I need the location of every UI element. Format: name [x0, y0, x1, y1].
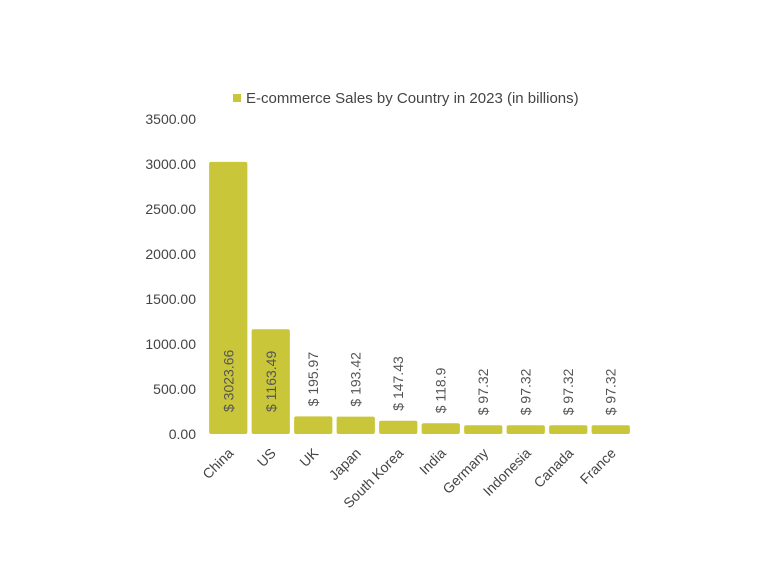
- y-tick-label: 3000.00: [145, 156, 196, 172]
- legend-label: E-commerce Sales by Country in 2023 (in …: [246, 90, 579, 107]
- data-labels: $ 3023.66 $ 1163.49 $ 195.97 $ 193.42 $ 147.…: [220, 350, 619, 416]
- data-label: $ 97.32: [475, 368, 491, 415]
- bar-uk: [294, 416, 333, 434]
- bars: [209, 161, 630, 434]
- bar-canada: [549, 425, 588, 434]
- bar-us: [251, 329, 290, 434]
- x-tick-label: France: [577, 445, 619, 487]
- data-label: $ 193.42: [348, 352, 364, 407]
- x-tick-label: Japan: [326, 445, 364, 483]
- data-label: $ 147.43: [390, 356, 406, 411]
- y-tick-label: 1000.00: [145, 336, 196, 352]
- bar-china: [209, 161, 248, 434]
- data-label: $ 97.32: [518, 368, 534, 415]
- y-tick-label: 0.00: [169, 426, 196, 442]
- x-tick-label: Canada: [530, 445, 576, 491]
- bar-indonesia: [506, 425, 545, 434]
- y-tick-label: 3500.00: [145, 111, 196, 127]
- y-axis: 0.00 500.00 1000.00 1500.00 2000.00 2500.00 30…: [145, 111, 196, 442]
- bar-south-korea: [379, 420, 418, 434]
- data-label: $ 118.9: [433, 367, 449, 413]
- y-tick-label: 1500.00: [145, 291, 196, 307]
- bar-france: [591, 425, 630, 434]
- data-label: $ 3023.66: [220, 350, 236, 412]
- bar-india: [421, 423, 460, 434]
- data-label: $ 97.32: [560, 368, 576, 415]
- y-tick-label: 500.00: [153, 381, 196, 397]
- x-tick-label: US: [254, 445, 279, 470]
- x-tick-label: India: [416, 445, 449, 478]
- data-label: $ 97.32: [603, 368, 619, 415]
- x-tick-label: UK: [296, 444, 322, 470]
- data-label: $ 195.97: [305, 352, 321, 407]
- y-tick-label: 2000.00: [145, 246, 196, 262]
- legend-swatch: [233, 94, 241, 102]
- bar-japan: [336, 416, 375, 434]
- x-tick-label: China: [199, 445, 236, 482]
- bar-germany: [464, 425, 503, 434]
- legend: E-commerce Sales by Country in 2023 (in …: [233, 90, 579, 107]
- y-tick-label: 2500.00: [145, 201, 196, 217]
- data-label: $ 1163.49: [263, 351, 279, 412]
